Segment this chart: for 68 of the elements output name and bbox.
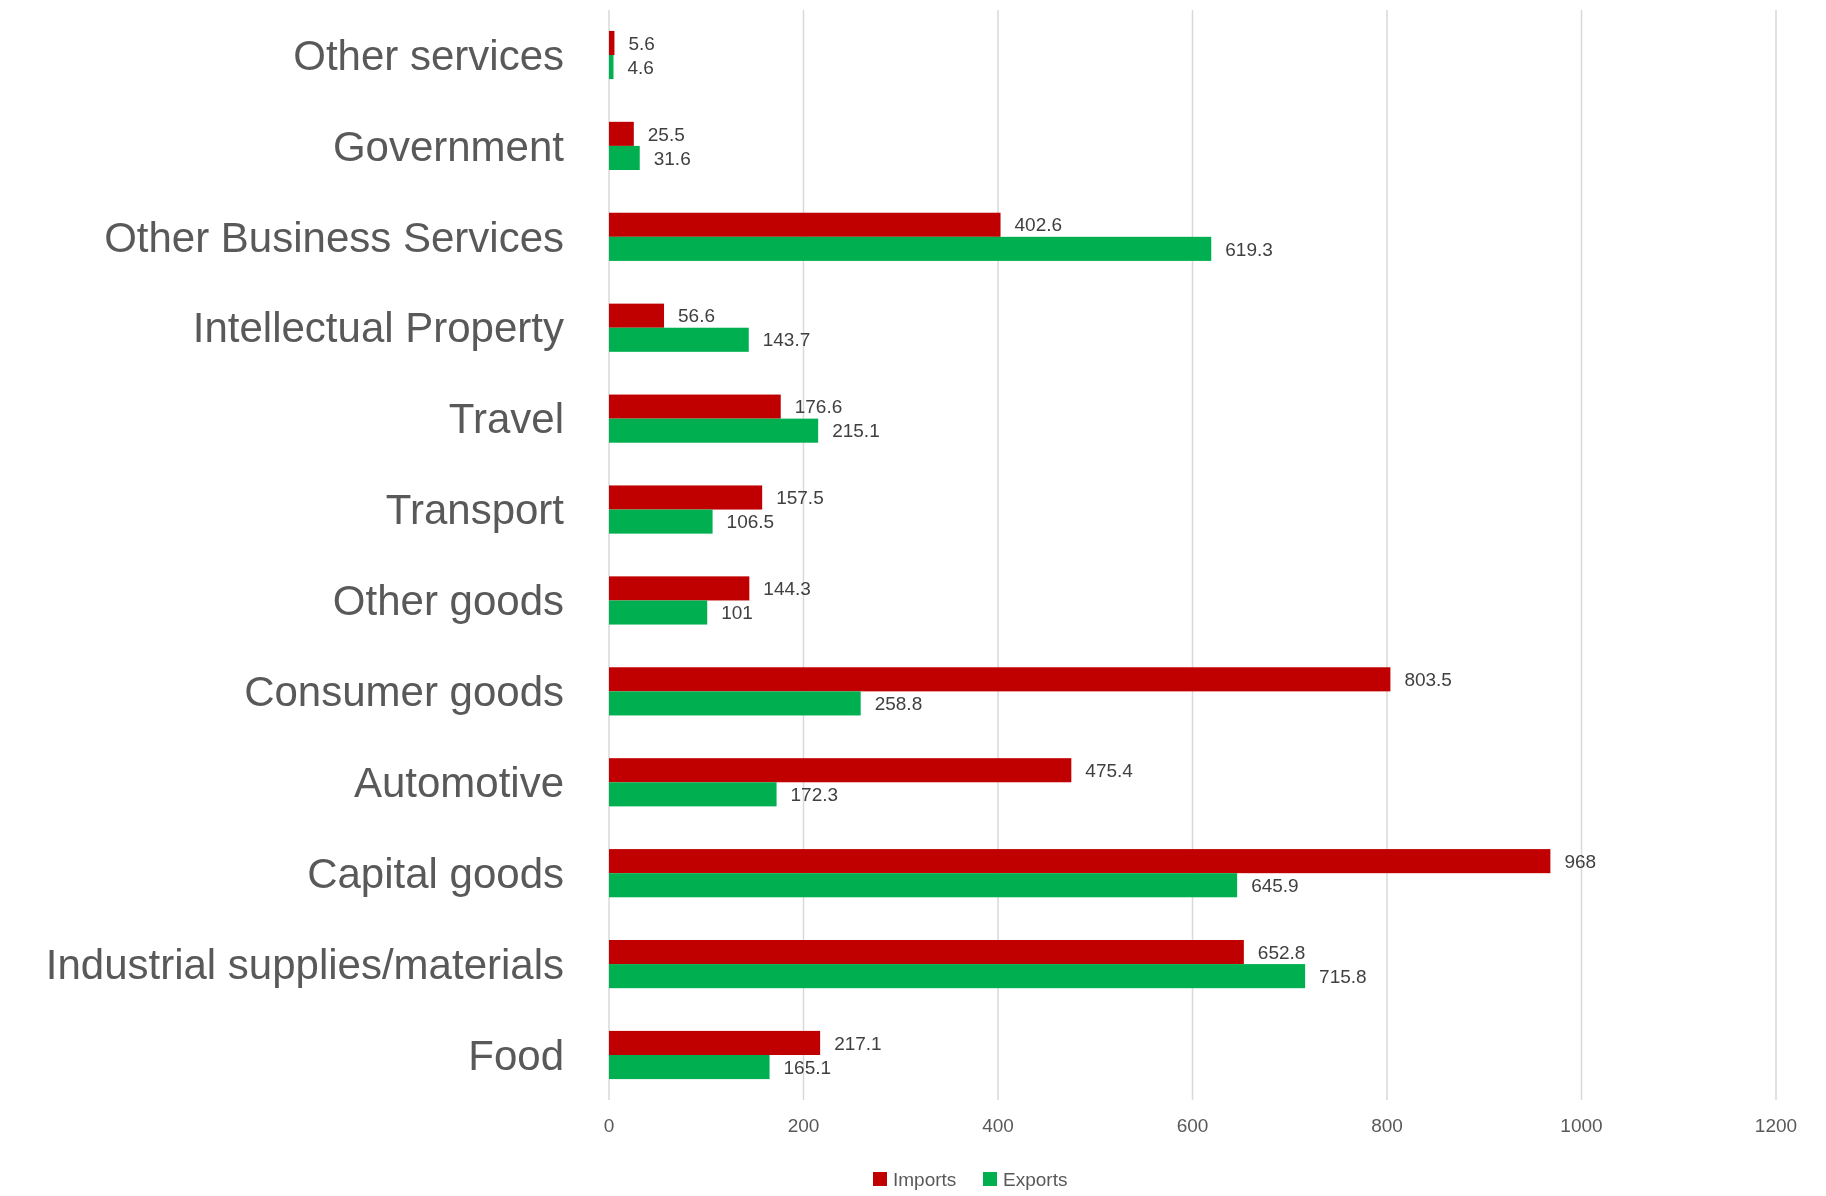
bar	[609, 600, 708, 625]
data-label: 31.6	[653, 147, 691, 169]
data-label: 143.7	[762, 329, 811, 351]
data-label: 217.1	[834, 1032, 882, 1054]
data-label: 4.6	[627, 56, 654, 78]
bar	[609, 394, 781, 419]
bar	[609, 782, 777, 807]
data-label: 157.5	[776, 487, 824, 509]
bar	[609, 236, 1212, 261]
y-tick-label: Industrial supplies/materials	[45, 940, 564, 988]
data-label: 258.8	[874, 693, 923, 715]
bar	[609, 30, 615, 55]
x-tick-label: 1200	[1754, 1115, 1798, 1136]
data-label: 101	[721, 602, 753, 624]
bar	[609, 418, 819, 443]
bar	[609, 212, 1001, 237]
x-tick-label: 0	[603, 1115, 615, 1136]
bar	[609, 303, 665, 328]
data-label: 402.6	[1014, 214, 1063, 236]
bar	[609, 758, 1072, 783]
y-tick-label: Intellectual Property	[192, 304, 564, 352]
data-label: 56.6	[678, 305, 716, 327]
bar	[609, 1030, 821, 1055]
data-label: 803.5	[1404, 668, 1452, 690]
bar	[609, 327, 749, 352]
legend-label: Exports	[1003, 1168, 1068, 1190]
data-label: 25.5	[647, 123, 685, 145]
bar	[609, 940, 1244, 965]
bar	[609, 509, 713, 534]
data-label: 176.6	[794, 396, 843, 418]
y-tick-label: Consumer goods	[244, 668, 564, 716]
data-label: 475.4	[1085, 759, 1134, 781]
x-tick-label: 200	[787, 1115, 820, 1136]
bar	[609, 121, 634, 146]
data-label: 968	[1564, 850, 1597, 872]
y-tick-label: Automotive	[353, 758, 564, 806]
x-tick-label: 800	[1371, 1115, 1403, 1136]
data-label: 215.1	[832, 420, 880, 442]
y-tick-label: Other services	[293, 31, 564, 79]
bar	[609, 691, 861, 716]
bar	[609, 576, 750, 601]
y-tick-label: Government	[332, 122, 565, 170]
data-label: 652.8	[1257, 941, 1306, 963]
x-tick-label: 1000	[1560, 1115, 1603, 1136]
legend-label: Imports	[893, 1168, 957, 1190]
data-label: 144.3	[763, 578, 811, 600]
bar	[609, 849, 1551, 874]
data-label: 172.3	[790, 783, 839, 805]
bar	[609, 1055, 770, 1080]
bar	[609, 964, 1306, 989]
data-label: 5.6	[628, 32, 655, 54]
bar	[609, 873, 1238, 898]
y-tick-label: Other goods	[332, 577, 564, 625]
bar	[609, 485, 763, 510]
x-tick-label: 400	[982, 1115, 1014, 1136]
data-label: 645.9	[1251, 874, 1299, 896]
y-tick-label: Food	[468, 1031, 564, 1079]
y-tick-label: Other Business Services	[104, 213, 564, 261]
bar	[609, 667, 1391, 692]
data-label: 715.8	[1319, 965, 1367, 987]
data-label: 106.5	[726, 511, 775, 533]
bar	[609, 145, 640, 170]
y-tick-label: Travel	[448, 395, 564, 443]
data-label: 165.1	[783, 1056, 832, 1078]
x-tick-label: 600	[1176, 1115, 1209, 1136]
y-tick-label: Transport	[385, 486, 565, 534]
y-tick-label: Capital goods	[307, 849, 564, 897]
data-label: 619.3	[1225, 238, 1273, 260]
